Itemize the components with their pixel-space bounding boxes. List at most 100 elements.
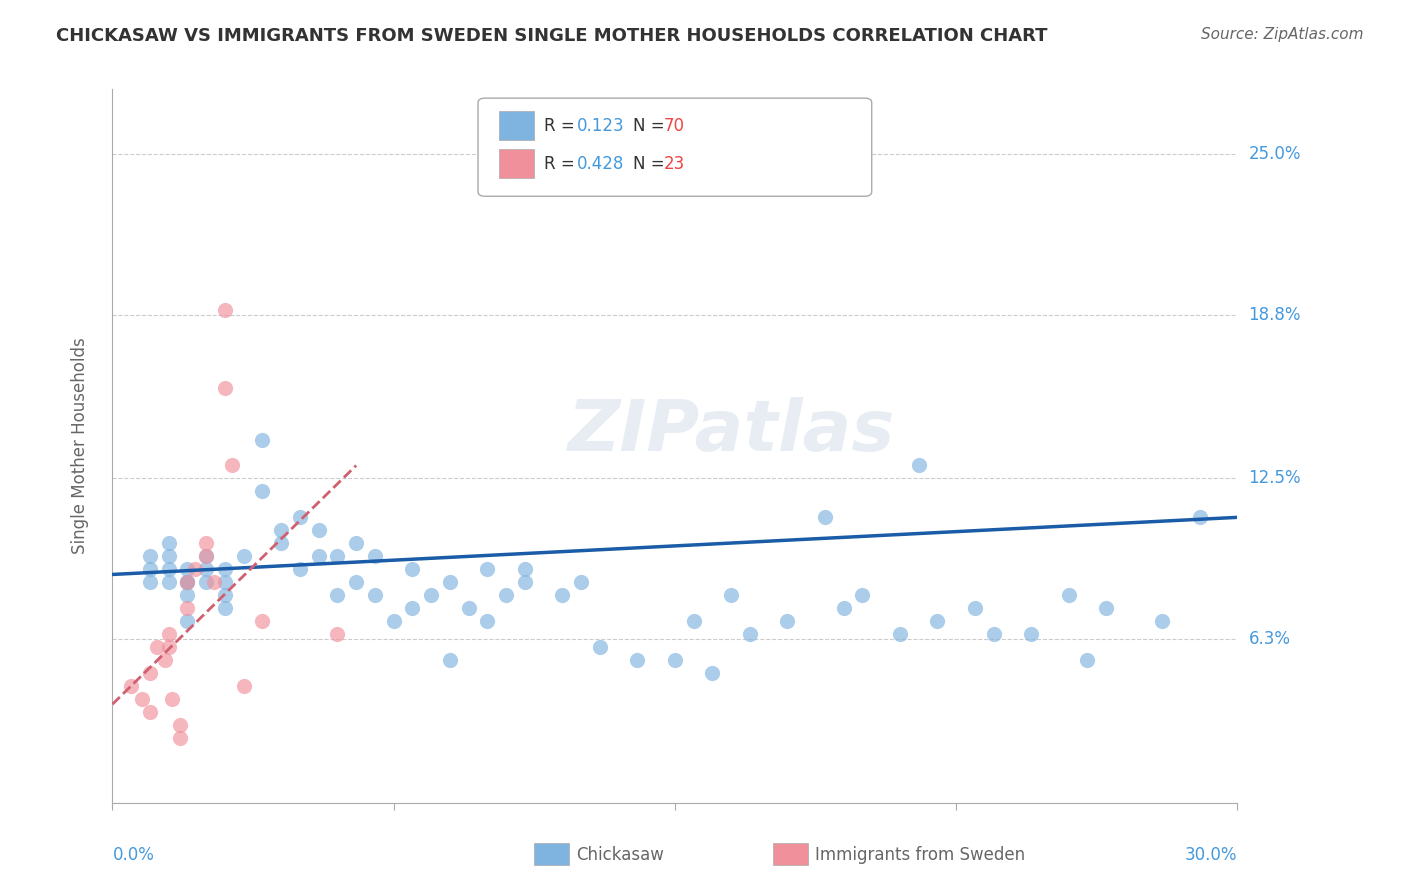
- Text: 12.5%: 12.5%: [1249, 469, 1301, 487]
- Point: [889, 627, 911, 641]
- Text: Source: ZipAtlas.com: Source: ZipAtlas.com: [1201, 27, 1364, 42]
- Text: 30.0%: 30.0%: [1185, 846, 1237, 863]
- Point: [626, 653, 648, 667]
- Point: [851, 588, 873, 602]
- Text: Chickasaw: Chickasaw: [576, 846, 664, 863]
- Point: [139, 705, 162, 719]
- Point: [420, 588, 443, 602]
- Point: [157, 536, 180, 550]
- Text: Immigrants from Sweden: Immigrants from Sweden: [815, 846, 1025, 863]
- Point: [738, 627, 761, 641]
- Point: [153, 653, 176, 667]
- Text: 23: 23: [664, 155, 685, 173]
- Point: [195, 562, 218, 576]
- Point: [288, 562, 311, 576]
- Point: [1076, 653, 1098, 667]
- Point: [364, 588, 387, 602]
- Point: [169, 731, 191, 745]
- Point: [214, 601, 236, 615]
- Point: [907, 458, 929, 473]
- Text: R =: R =: [544, 117, 581, 135]
- Point: [308, 549, 330, 564]
- Point: [664, 653, 686, 667]
- Point: [326, 588, 349, 602]
- Text: N =: N =: [633, 155, 669, 173]
- Point: [326, 549, 349, 564]
- Text: 70: 70: [664, 117, 685, 135]
- Point: [1057, 588, 1080, 602]
- Point: [176, 588, 198, 602]
- Text: R =: R =: [544, 155, 581, 173]
- Point: [439, 575, 461, 590]
- Text: 6.3%: 6.3%: [1249, 631, 1291, 648]
- Point: [157, 562, 180, 576]
- Point: [513, 562, 536, 576]
- Point: [120, 679, 142, 693]
- Point: [308, 524, 330, 538]
- Point: [344, 575, 367, 590]
- Point: [814, 510, 837, 524]
- Point: [157, 627, 180, 641]
- Text: ZIPatlas: ZIPatlas: [568, 397, 894, 467]
- Point: [195, 549, 218, 564]
- Point: [270, 524, 292, 538]
- Point: [364, 549, 387, 564]
- Point: [232, 549, 254, 564]
- Point: [589, 640, 612, 654]
- Point: [513, 575, 536, 590]
- Point: [927, 614, 949, 628]
- Point: [401, 601, 423, 615]
- Point: [214, 562, 236, 576]
- Point: [184, 562, 207, 576]
- Point: [682, 614, 704, 628]
- Point: [139, 666, 162, 681]
- Text: 0.123: 0.123: [576, 117, 624, 135]
- Point: [569, 575, 592, 590]
- Point: [195, 536, 218, 550]
- Text: 0.428: 0.428: [576, 155, 624, 173]
- Point: [146, 640, 169, 654]
- Point: [176, 562, 198, 576]
- Point: [477, 614, 499, 628]
- Point: [195, 575, 218, 590]
- Point: [176, 575, 198, 590]
- Point: [139, 575, 162, 590]
- Point: [270, 536, 292, 550]
- Point: [439, 653, 461, 667]
- Point: [252, 484, 274, 499]
- Point: [401, 562, 423, 576]
- Point: [214, 588, 236, 602]
- Point: [288, 510, 311, 524]
- Point: [176, 575, 198, 590]
- Point: [495, 588, 517, 602]
- Point: [131, 692, 153, 706]
- Point: [202, 575, 225, 590]
- Point: [214, 302, 236, 317]
- Text: CHICKASAW VS IMMIGRANTS FROM SWEDEN SINGLE MOTHER HOUSEHOLDS CORRELATION CHART: CHICKASAW VS IMMIGRANTS FROM SWEDEN SING…: [56, 27, 1047, 45]
- Point: [344, 536, 367, 550]
- Point: [162, 692, 184, 706]
- Text: 18.8%: 18.8%: [1249, 306, 1301, 324]
- Point: [382, 614, 405, 628]
- Point: [176, 575, 198, 590]
- Point: [139, 549, 162, 564]
- Point: [963, 601, 986, 615]
- Text: 25.0%: 25.0%: [1249, 145, 1301, 163]
- Point: [832, 601, 855, 615]
- Point: [457, 601, 479, 615]
- Point: [221, 458, 243, 473]
- Point: [176, 601, 198, 615]
- Point: [214, 575, 236, 590]
- Point: [214, 381, 236, 395]
- Point: [232, 679, 254, 693]
- Point: [983, 627, 1005, 641]
- Point: [139, 562, 162, 576]
- Point: [776, 614, 799, 628]
- Point: [720, 588, 742, 602]
- Point: [1095, 601, 1118, 615]
- Point: [252, 614, 274, 628]
- Point: [1188, 510, 1211, 524]
- Point: [551, 588, 574, 602]
- Point: [1019, 627, 1042, 641]
- Point: [157, 575, 180, 590]
